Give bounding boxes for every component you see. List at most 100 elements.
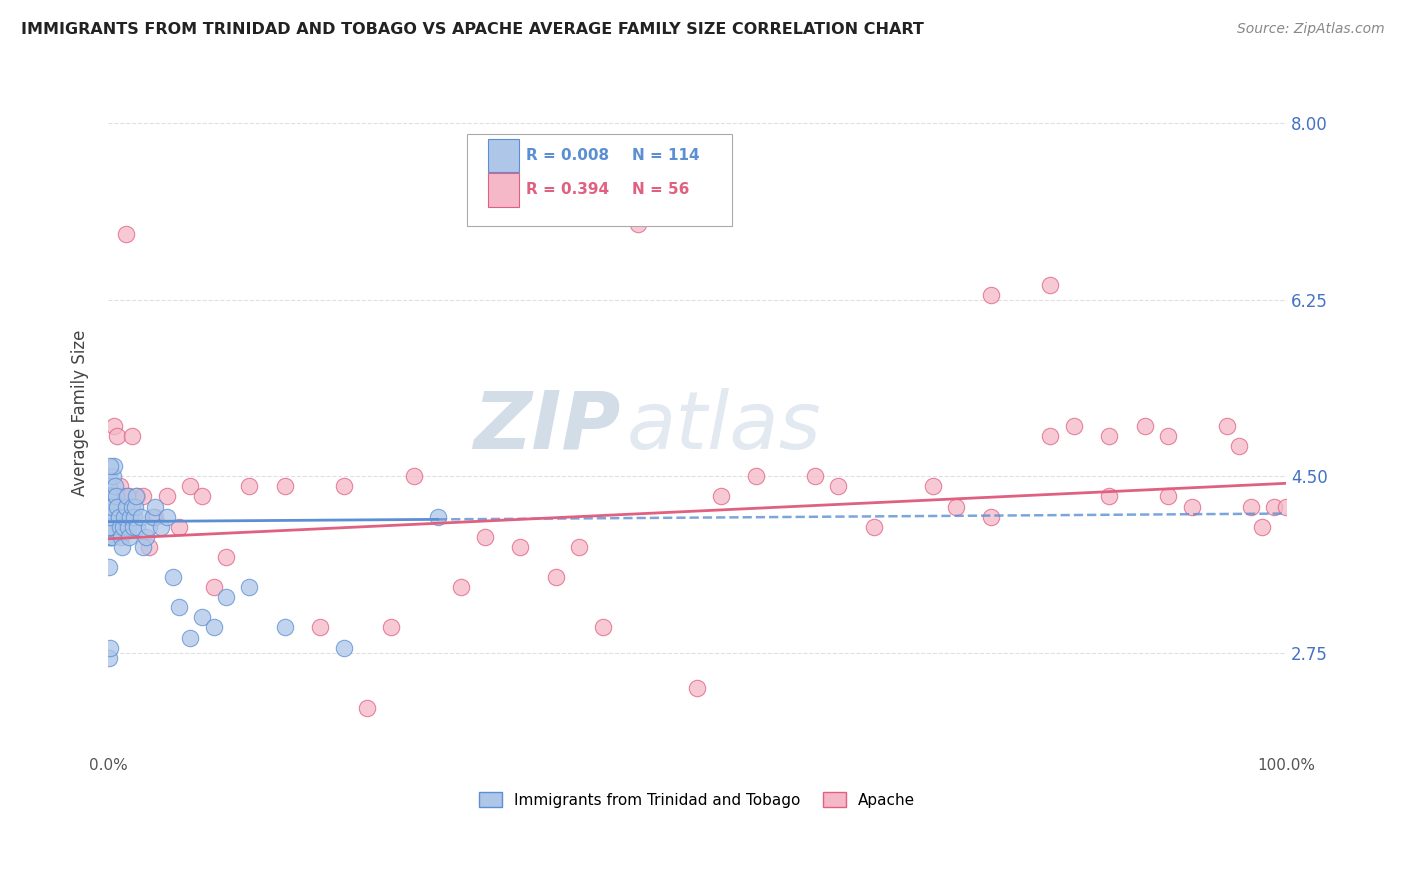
Point bbox=[98, 509, 121, 524]
Point bbox=[98, 490, 121, 504]
Point bbox=[114, 509, 136, 524]
Point bbox=[108, 479, 131, 493]
Text: IMMIGRANTS FROM TRINIDAD AND TOBAGO VS APACHE AVERAGE FAMILY SIZE CORRELATION CH: IMMIGRANTS FROM TRINIDAD AND TOBAGO VS A… bbox=[21, 22, 924, 37]
Point bbox=[98, 500, 121, 514]
Point bbox=[143, 509, 166, 524]
Point bbox=[980, 509, 1002, 524]
Point bbox=[98, 509, 121, 524]
Point bbox=[100, 509, 122, 524]
Point bbox=[127, 519, 149, 533]
Point bbox=[202, 620, 225, 634]
Point bbox=[98, 500, 121, 514]
Point bbox=[309, 620, 332, 634]
Point bbox=[1263, 500, 1285, 514]
Point bbox=[98, 500, 121, 514]
Point bbox=[804, 469, 827, 483]
Point bbox=[111, 540, 134, 554]
Point bbox=[921, 479, 943, 493]
Point bbox=[120, 509, 142, 524]
Point bbox=[104, 479, 127, 493]
Point bbox=[129, 509, 152, 524]
Text: R = 0.008: R = 0.008 bbox=[526, 148, 609, 163]
FancyBboxPatch shape bbox=[488, 139, 519, 172]
Point bbox=[118, 530, 141, 544]
Point bbox=[98, 490, 121, 504]
Point bbox=[98, 519, 121, 533]
Point bbox=[98, 530, 121, 544]
Point bbox=[98, 650, 121, 665]
Point bbox=[238, 580, 260, 594]
Point bbox=[98, 500, 121, 514]
Point bbox=[98, 490, 121, 504]
Point bbox=[100, 509, 122, 524]
Point bbox=[98, 490, 121, 504]
Point bbox=[98, 509, 121, 524]
Point bbox=[380, 620, 402, 634]
Point bbox=[450, 580, 472, 594]
Point bbox=[544, 570, 567, 584]
Point bbox=[1275, 500, 1298, 514]
Point bbox=[509, 540, 531, 554]
Point bbox=[98, 479, 121, 493]
Point bbox=[98, 490, 121, 504]
Point bbox=[121, 500, 143, 514]
Point bbox=[1063, 418, 1085, 433]
Point bbox=[156, 490, 179, 504]
Point bbox=[98, 519, 121, 533]
Point bbox=[1251, 519, 1274, 533]
Point bbox=[98, 500, 121, 514]
Point bbox=[100, 509, 122, 524]
Point bbox=[191, 490, 214, 504]
Point bbox=[101, 469, 124, 483]
Point bbox=[179, 631, 201, 645]
Text: N = 114: N = 114 bbox=[633, 148, 700, 163]
Point bbox=[98, 500, 121, 514]
Point bbox=[124, 500, 146, 514]
FancyBboxPatch shape bbox=[488, 173, 519, 207]
Point bbox=[98, 519, 121, 533]
Point bbox=[1157, 490, 1180, 504]
Point bbox=[98, 519, 121, 533]
Point bbox=[107, 500, 129, 514]
Point bbox=[1098, 429, 1121, 443]
Point bbox=[215, 549, 238, 564]
Point bbox=[98, 500, 121, 514]
Point bbox=[1133, 418, 1156, 433]
Point bbox=[138, 519, 160, 533]
Point bbox=[98, 500, 121, 514]
Point bbox=[426, 509, 449, 524]
Point bbox=[1157, 429, 1180, 443]
Point bbox=[103, 418, 125, 433]
Point bbox=[1227, 439, 1250, 453]
Point bbox=[98, 500, 121, 514]
Point bbox=[100, 490, 122, 504]
Point bbox=[142, 509, 165, 524]
Point bbox=[332, 640, 354, 655]
Point bbox=[98, 500, 121, 514]
Point bbox=[167, 519, 190, 533]
Point bbox=[945, 500, 967, 514]
Text: R = 0.394: R = 0.394 bbox=[526, 182, 609, 197]
Point bbox=[98, 509, 121, 524]
Point bbox=[273, 479, 295, 493]
Text: ZIP: ZIP bbox=[472, 388, 620, 466]
Point bbox=[100, 509, 122, 524]
Point bbox=[827, 479, 849, 493]
Point bbox=[114, 227, 136, 242]
Point bbox=[709, 490, 731, 504]
Point bbox=[179, 479, 201, 493]
Point bbox=[273, 620, 295, 634]
Point bbox=[627, 217, 650, 231]
Point bbox=[150, 519, 173, 533]
Point bbox=[162, 570, 184, 584]
Point bbox=[98, 640, 121, 655]
FancyBboxPatch shape bbox=[467, 134, 733, 226]
Point bbox=[862, 519, 884, 533]
Point bbox=[100, 509, 122, 524]
Point bbox=[745, 469, 768, 483]
Point bbox=[98, 519, 121, 533]
Point bbox=[1181, 500, 1204, 514]
Point bbox=[332, 479, 354, 493]
Point bbox=[98, 519, 121, 533]
Point bbox=[98, 500, 121, 514]
